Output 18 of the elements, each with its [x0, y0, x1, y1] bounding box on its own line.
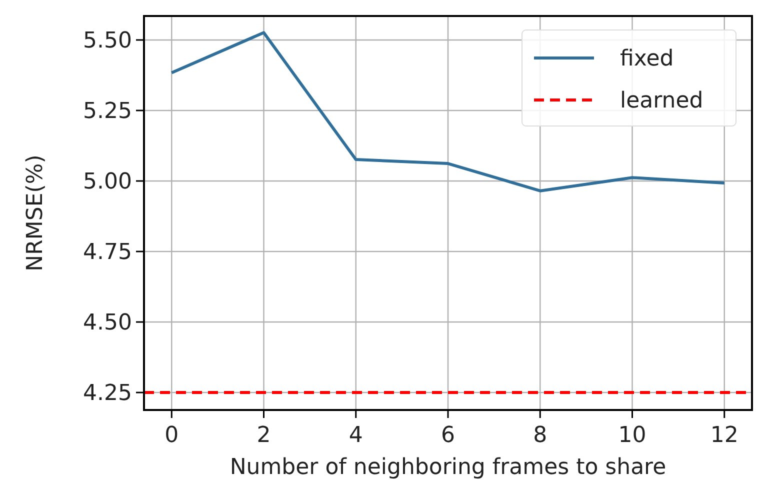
y-tick-label: 5.00	[83, 170, 132, 195]
y-tick-label: 5.50	[83, 28, 132, 54]
x-axis-title: Number of neighboring frames to share	[230, 455, 666, 480]
y-tick-label: 4.25	[83, 381, 132, 406]
legend-label: learned	[620, 88, 704, 114]
x-tick-label: 12	[710, 423, 738, 448]
legend-label: fixed	[620, 46, 674, 72]
x-tick-label: 10	[618, 423, 646, 448]
y-axis-title: NRMSE(%)	[23, 154, 48, 272]
line-series	[170, 31, 726, 192]
y-tick-label: 5.25	[83, 99, 132, 124]
x-tick-label: 4	[348, 423, 363, 448]
x-tick-label: 8	[533, 423, 548, 448]
x-tick-label: 6	[441, 423, 455, 448]
y-tick-label: 4.75	[83, 240, 132, 266]
y-tick-label: 4.50	[83, 310, 132, 336]
x-tick-label: 0	[164, 423, 179, 448]
x-tick-label: 2	[256, 423, 271, 448]
